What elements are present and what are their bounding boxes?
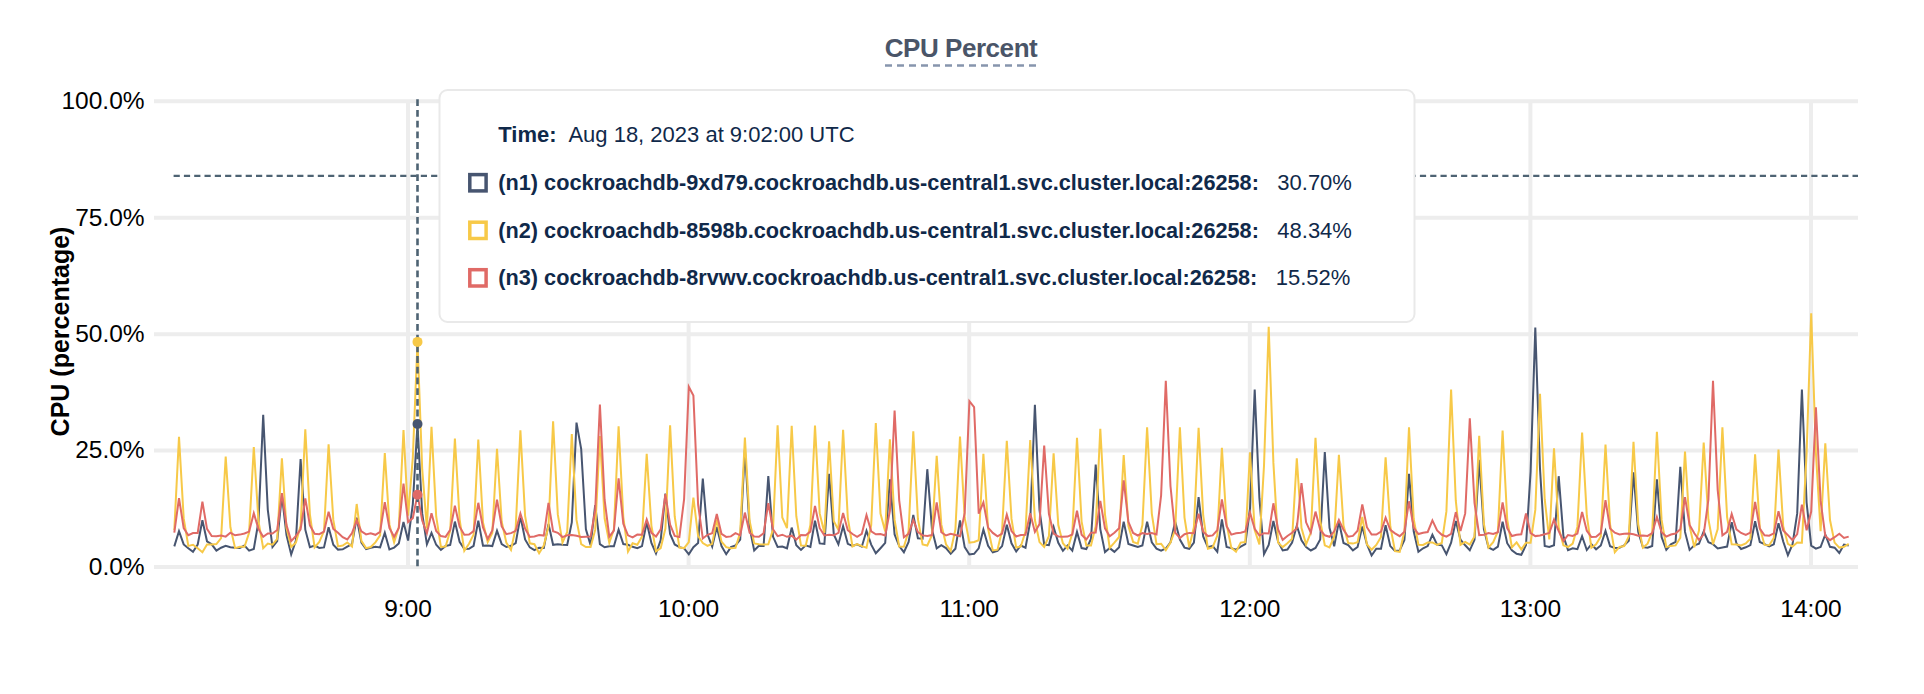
svg-text:30.70%: 30.70% — [1277, 170, 1352, 195]
svg-text:100.0%: 100.0% — [61, 87, 144, 114]
svg-text:10:00: 10:00 — [658, 595, 719, 622]
svg-text:Time:: Time: — [498, 122, 556, 147]
svg-text:(n3) cockroachdb-8rvwv.cockroa: (n3) cockroachdb-8rvwv.cockroachdb.us-ce… — [498, 265, 1257, 290]
svg-text:(n2) cockroachdb-8598b.cockroa: (n2) cockroachdb-8598b.cockroachdb.us-ce… — [498, 218, 1259, 243]
svg-text:(n1) cockroachdb-9xd79.cockroa: (n1) cockroachdb-9xd79.cockroachdb.us-ce… — [498, 170, 1259, 195]
svg-text:11:00: 11:00 — [939, 595, 999, 622]
svg-text:12:00: 12:00 — [1219, 595, 1280, 622]
svg-text:CPU Percent: CPU Percent — [885, 33, 1038, 63]
svg-text:13:00: 13:00 — [1500, 595, 1561, 622]
svg-text:75.0%: 75.0% — [75, 204, 144, 231]
svg-text:14:00: 14:00 — [1780, 595, 1841, 622]
svg-text:15.52%: 15.52% — [1276, 265, 1351, 290]
svg-text:CPU (percentage): CPU (percentage) — [46, 227, 74, 437]
svg-text:50.0%: 50.0% — [75, 320, 144, 347]
svg-text:48.34%: 48.34% — [1277, 218, 1352, 243]
svg-text:Aug 18, 2023 at 9:02:00 UTC: Aug 18, 2023 at 9:02:00 UTC — [568, 122, 854, 147]
svg-text:0.0%: 0.0% — [89, 553, 145, 580]
svg-text:25.0%: 25.0% — [75, 436, 144, 463]
svg-text:9:00: 9:00 — [384, 595, 432, 622]
